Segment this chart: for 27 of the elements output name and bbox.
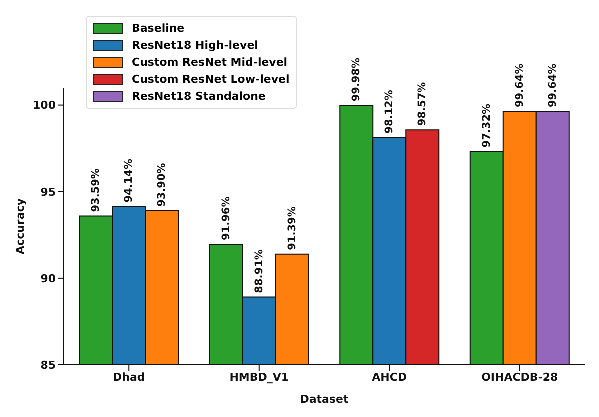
- legend-label: Baseline: [132, 22, 185, 35]
- y-axis-title: Accuracy: [14, 198, 27, 254]
- data-label: 99.98%: [350, 57, 363, 102]
- data-label: 99.64%: [546, 63, 559, 108]
- data-label: 97.32%: [480, 104, 493, 148]
- x-tick-label: HMBD_V1: [230, 370, 290, 384]
- y-tick-label: 90: [40, 272, 56, 286]
- x-axis-title: Dataset: [300, 393, 349, 406]
- data-label: 99.64%: [514, 63, 526, 108]
- data-label: 98.57%: [416, 82, 429, 126]
- data-label: 98.12%: [384, 90, 396, 134]
- x-tick-label: OIHACDB-28: [482, 370, 558, 384]
- legend-label: ResNet18 High-level: [132, 39, 258, 52]
- data-label: 94.14%: [123, 158, 136, 203]
- data-label: 91.39%: [286, 206, 298, 250]
- data-label: 93.59%: [90, 168, 102, 212]
- data-label: 93.90%: [156, 162, 168, 207]
- x-tick-label: AHCD: [372, 370, 408, 384]
- legend-label: Custom ResNet Mid-level: [132, 56, 288, 69]
- data-label: 88.91%: [253, 249, 266, 294]
- data-label: 91.96%: [220, 196, 232, 241]
- y-tick-label: 95: [40, 186, 56, 199]
- y-tick-label: 100: [33, 99, 56, 112]
- y-tick-label: 85: [40, 358, 56, 372]
- legend-label: ResNet18 Standalone: [132, 90, 266, 103]
- legend-label: Custom ResNet Low-level: [132, 73, 290, 86]
- x-tick-label: Dhad: [112, 370, 146, 384]
